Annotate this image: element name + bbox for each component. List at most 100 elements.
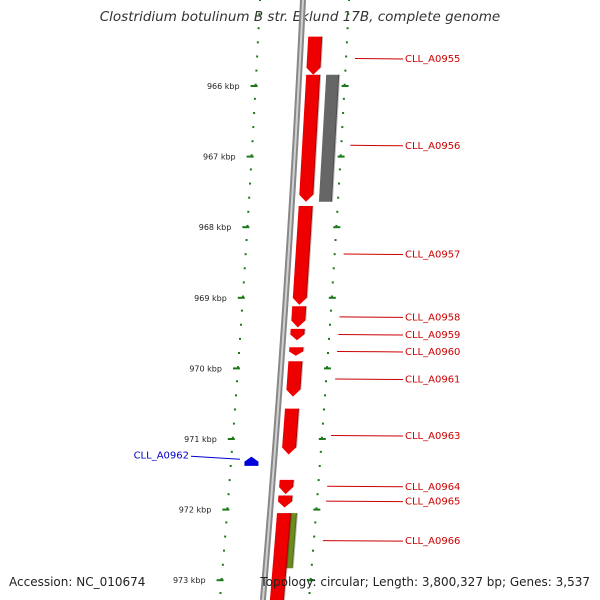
- leader-cll_a0956: [350, 144, 404, 147]
- minor-tick: [345, 55, 348, 58]
- minor-tick: [251, 140, 254, 143]
- minor-tick: [221, 563, 224, 566]
- minor-tick: [341, 126, 344, 129]
- leader-cll_a0961: [335, 378, 404, 380]
- minor-tick: [321, 422, 324, 425]
- minor-tick: [314, 521, 317, 524]
- minor-tick: [241, 295, 244, 298]
- leader-cll_a0963: [331, 434, 404, 437]
- minor-tick: [258, 13, 261, 16]
- gene-layer: [244, 36, 324, 600]
- leader-cll_a0965: [325, 500, 404, 503]
- minor-tick: [237, 366, 240, 369]
- major-tick: [333, 226, 341, 229]
- minor-tick: [253, 97, 256, 100]
- minor-tick: [342, 111, 345, 114]
- gene-cll_a0962: [244, 456, 259, 466]
- minor-tick: [256, 55, 259, 58]
- leader-cll_a0966: [322, 540, 404, 542]
- minor-tick: [258, 0, 261, 1]
- major-tick: [237, 296, 245, 299]
- tick-label: 967 kbp: [203, 153, 236, 162]
- major-tick: [323, 367, 331, 370]
- minor-tick: [328, 323, 331, 326]
- label-cll_a0956: CLL_A0956: [405, 141, 460, 152]
- label-cll_a0963: CLL_A0963: [405, 431, 460, 442]
- minor-tick: [338, 168, 341, 171]
- minor-tick: [309, 577, 312, 580]
- leader-cll_a0960: [337, 350, 404, 353]
- minor-tick: [339, 154, 342, 157]
- major-tick: [313, 508, 321, 511]
- minor-tick: [239, 337, 242, 340]
- minor-tick: [342, 97, 345, 100]
- major-tick: [337, 155, 345, 158]
- minor-tick: [337, 196, 340, 199]
- gene-cll_a0955-edge: [319, 36, 324, 68]
- backbone-highlight: [261, 0, 304, 600]
- gene-cll_a0963-edge: [295, 408, 300, 448]
- gene-cll_a0956: [299, 74, 321, 202]
- gene-cll_a0964-edge: [292, 479, 295, 488]
- leader-cll_a0955: [355, 57, 404, 60]
- minor-tick: [229, 464, 232, 467]
- major-tick: [232, 367, 240, 370]
- major-tick: [328, 296, 336, 299]
- minor-tick: [253, 111, 256, 114]
- label-cll_a0964: CLL_A0964: [405, 482, 460, 493]
- tick-label: 969 kbp: [194, 294, 227, 303]
- gene-cll_a0963: [282, 408, 299, 455]
- minor-tick: [238, 352, 241, 354]
- tick-label: 968 kbp: [199, 223, 232, 232]
- minor-tick: [312, 549, 315, 552]
- major-tick: [242, 226, 250, 229]
- minor-tick: [224, 535, 227, 538]
- minor-tick: [244, 253, 247, 256]
- minor-tick: [331, 281, 334, 284]
- feature-rna: [318, 74, 340, 202]
- gene-cll_a0964: [279, 479, 294, 495]
- major-tick: [250, 85, 258, 87]
- minor-tick: [325, 380, 328, 383]
- minor-tick: [330, 295, 333, 298]
- minor-tick: [232, 422, 235, 425]
- label-cll_a0955: CLL_A0955: [405, 54, 460, 65]
- gene-cll_a0966: [269, 513, 291, 600]
- minor-tick: [322, 408, 325, 411]
- gene-cll_a0961-edge: [299, 361, 304, 390]
- minor-tick: [235, 394, 238, 397]
- minor-tick: [324, 394, 327, 397]
- label-cll_a0966: CLL_A0966: [405, 536, 460, 547]
- minor-tick: [220, 577, 223, 580]
- tick-label: 971 kbp: [184, 435, 217, 444]
- minor-tick: [335, 224, 338, 227]
- genome-info-text: Topology: circular; Length: 3,800,327 bp…: [260, 575, 590, 589]
- minor-tick: [240, 309, 243, 312]
- major-tick: [246, 155, 254, 158]
- minor-tick: [338, 182, 341, 185]
- leader-cll_a0964: [327, 485, 404, 488]
- minor-tick: [254, 83, 257, 86]
- major-tick: [341, 85, 349, 87]
- minor-tick: [248, 196, 251, 199]
- major-tick: [318, 438, 326, 440]
- leader-cll_a0958: [339, 316, 404, 318]
- major-tick: [216, 579, 224, 582]
- minor-tick: [228, 479, 231, 482]
- gene-cll_a0961: [286, 361, 303, 397]
- gene-cll_a0958: [291, 306, 307, 328]
- minor-tick: [344, 69, 347, 72]
- gene-cll_a0957: [292, 206, 313, 305]
- minor-tick: [242, 281, 245, 284]
- minor-tick: [347, 13, 350, 16]
- minor-tick: [317, 479, 320, 482]
- minor-tick: [313, 535, 316, 538]
- minor-tick: [257, 27, 260, 30]
- tick-layer: 966 kbp 967 kbp 968 kbp 969 kbp 970 kbp 971 k…: [173, 0, 350, 595]
- leader-cll_a0957: [343, 253, 404, 256]
- minor-tick: [249, 168, 252, 171]
- minor-tick: [239, 323, 242, 326]
- gene-cll_a0960: [289, 347, 304, 356]
- minor-tick: [318, 464, 321, 467]
- minor-tick: [233, 408, 236, 411]
